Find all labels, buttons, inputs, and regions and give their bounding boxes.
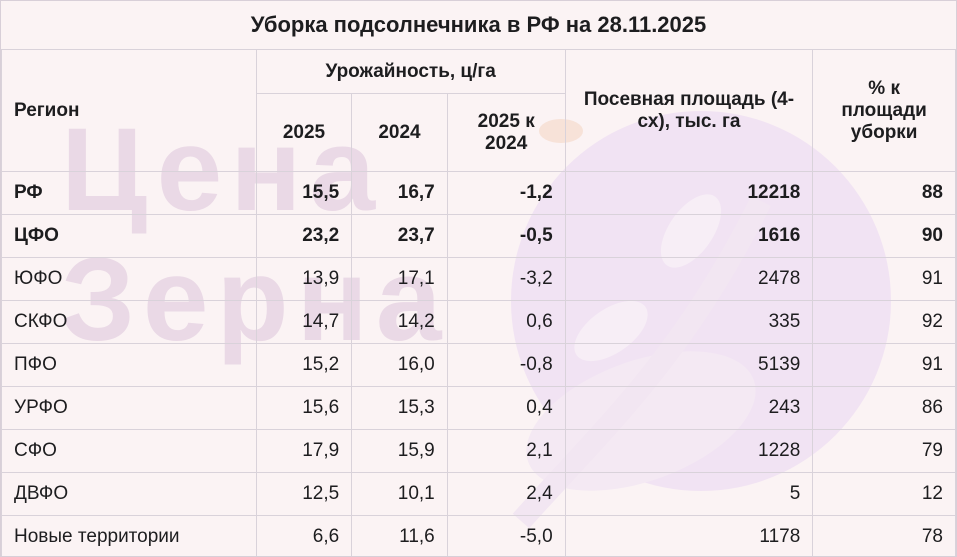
cell-diff: 0,6 [446, 300, 566, 344]
cell-area: 1616 [564, 214, 814, 258]
cell-pct: 88 [812, 171, 956, 215]
cell-y2024: 16,0 [351, 343, 448, 387]
cell-y2024: 11,6 [351, 515, 448, 556]
cell-pct: 91 [812, 257, 956, 301]
cell-y2025: 17,9 [255, 429, 353, 473]
cell-y2025: 15,5 [255, 171, 353, 215]
header-pct: % к площади уборки [812, 49, 956, 172]
cell-y2025: 12,5 [255, 472, 353, 516]
cell-y2024: 16,7 [351, 171, 448, 215]
cell-diff: -0,5 [446, 214, 566, 258]
table-row: ПФО 15,2 16,0 -0,8 5139 91 [1, 343, 956, 387]
table-row: СКФО 14,7 14,2 0,6 335 92 [1, 300, 956, 344]
cell-region: Новые территории [1, 515, 257, 556]
cell-diff: -5,0 [446, 515, 566, 556]
header-2025: 2025 [255, 93, 353, 172]
cell-region: ПФО [1, 343, 257, 387]
cell-y2024: 15,3 [351, 386, 448, 430]
cell-diff: 2,4 [446, 472, 566, 516]
cell-area: 1228 [564, 429, 814, 473]
cell-area: 5139 [564, 343, 814, 387]
header-diff: 2025 к 2024 [446, 93, 566, 172]
table-row: Новые территории 6,6 11,6 -5,0 1178 78 [1, 515, 956, 556]
cell-pct: 90 [812, 214, 956, 258]
table-row: СФО 17,9 15,9 2,1 1228 79 [1, 429, 956, 473]
cell-region: ЮФО [1, 257, 257, 301]
header-area: Посевная площадь (4-сх), тыс. га [564, 49, 814, 172]
cell-area: 5 [564, 472, 814, 516]
header-yield-group: Урожайность, ц/га [255, 49, 566, 94]
cell-pct: 79 [812, 429, 956, 473]
cell-y2024: 10,1 [351, 472, 448, 516]
cell-region: РФ [1, 171, 257, 215]
cell-diff: -0,8 [446, 343, 566, 387]
cell-y2024: 23,7 [351, 214, 448, 258]
cell-area: 12218 [564, 171, 814, 215]
cell-y2024: 14,2 [351, 300, 448, 344]
page-title: Уборка подсолнечника в РФ на 28.11.2025 [1, 1, 956, 50]
cell-area: 2478 [564, 257, 814, 301]
cell-pct: 91 [812, 343, 956, 387]
cell-y2025: 15,6 [255, 386, 353, 430]
cell-pct: 78 [812, 515, 956, 556]
cell-area: 335 [564, 300, 814, 344]
cell-region: УРФО [1, 386, 257, 430]
cell-diff: -1,2 [446, 171, 566, 215]
cell-y2025: 13,9 [255, 257, 353, 301]
table-row: РФ 15,5 16,7 -1,2 12218 88 [1, 171, 956, 215]
cell-region: ДВФО [1, 472, 257, 516]
header-region: Регион [1, 49, 257, 172]
cell-diff: -3,2 [446, 257, 566, 301]
table-row: ЮФО 13,9 17,1 -3,2 2478 91 [1, 257, 956, 301]
cell-pct: 12 [812, 472, 956, 516]
cell-diff: 0,4 [446, 386, 566, 430]
cell-y2025: 14,7 [255, 300, 353, 344]
cell-diff: 2,1 [446, 429, 566, 473]
cell-pct: 92 [812, 300, 956, 344]
cell-region: СФО [1, 429, 257, 473]
cell-y2024: 15,9 [351, 429, 448, 473]
cell-y2025: 23,2 [255, 214, 353, 258]
cell-region: ЦФО [1, 214, 257, 258]
cell-area: 243 [564, 386, 814, 430]
cell-region: СКФО [1, 300, 257, 344]
table-row: ДВФО 12,5 10,1 2,4 5 12 [1, 472, 956, 516]
cell-y2025: 6,6 [255, 515, 353, 556]
table-row: ЦФО 23,2 23,7 -0,5 1616 90 [1, 214, 956, 258]
table-row: УРФО 15,6 15,3 0,4 243 86 [1, 386, 956, 430]
header-2024: 2024 [351, 93, 448, 172]
cell-y2025: 15,2 [255, 343, 353, 387]
cell-pct: 86 [812, 386, 956, 430]
cell-area: 1178 [564, 515, 814, 556]
cell-y2024: 17,1 [351, 257, 448, 301]
